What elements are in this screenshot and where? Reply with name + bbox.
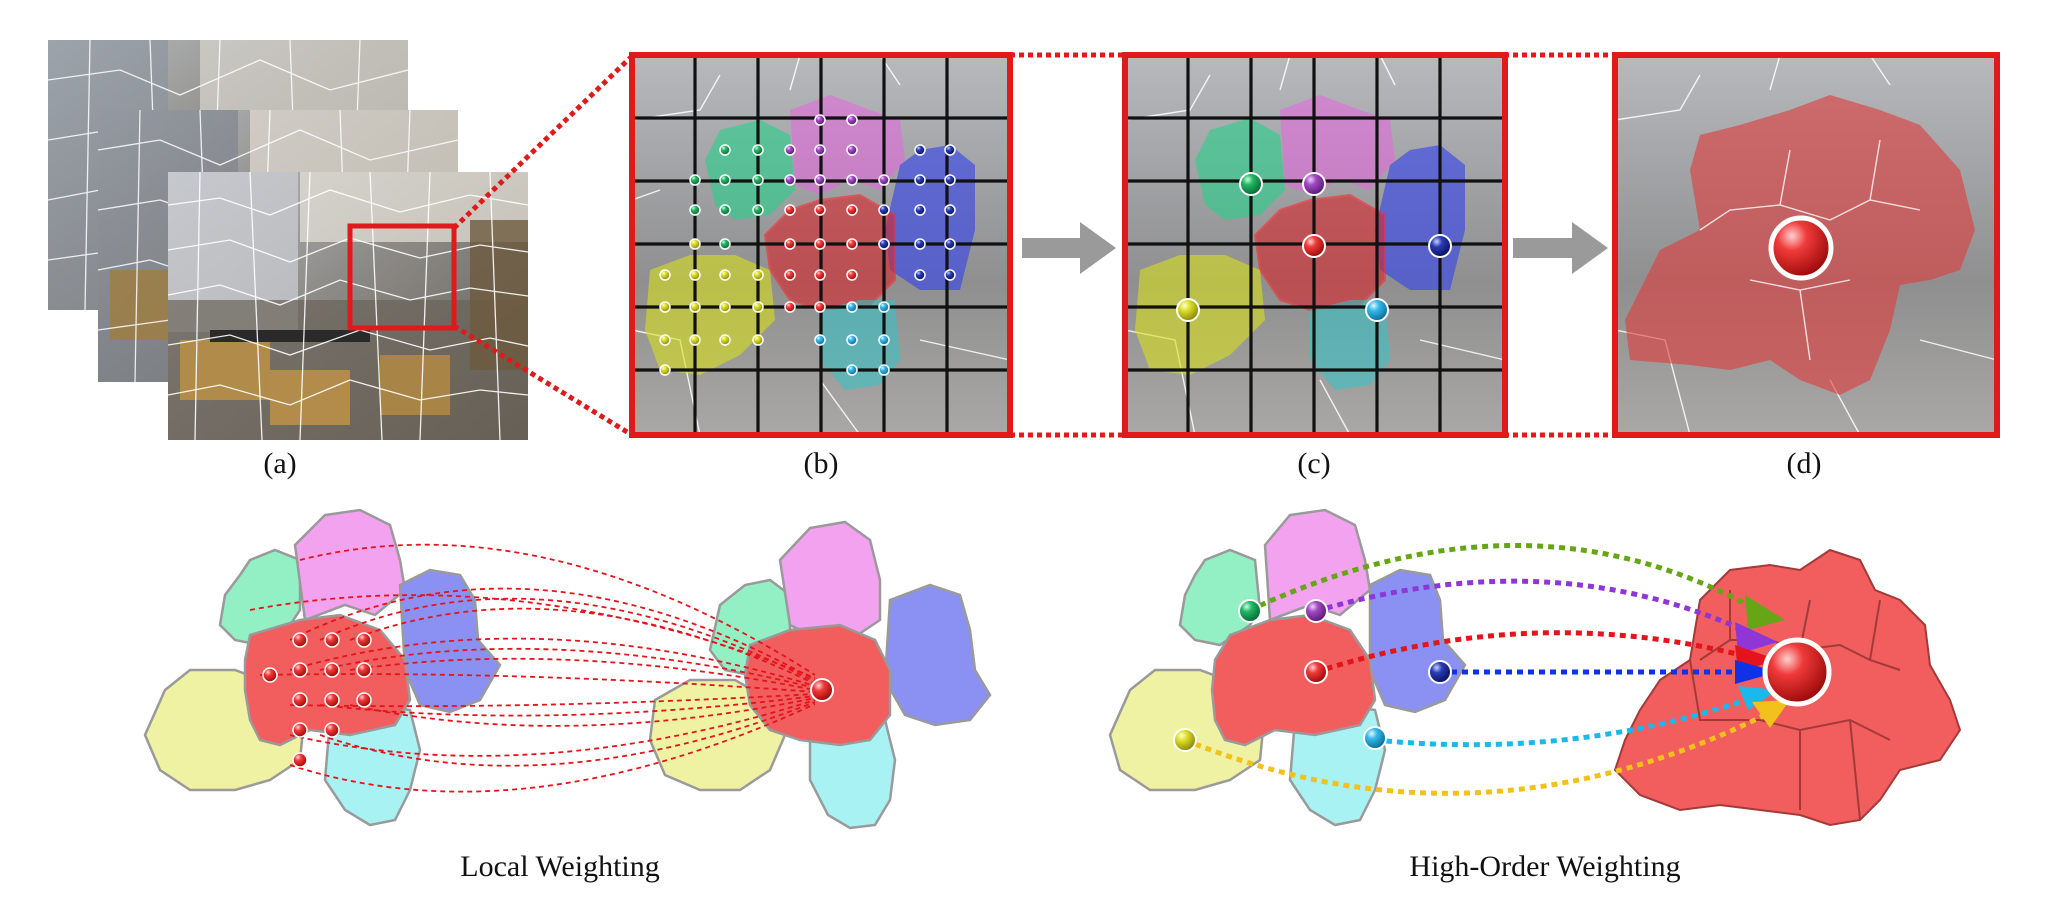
high-order-weighting-diagram <box>1108 508 1962 827</box>
region-green-c <box>1195 118 1285 220</box>
high-order-arrows <box>1184 543 1777 796</box>
photo-front <box>167 171 529 441</box>
zoom-highlight-box <box>347 223 457 331</box>
high-order-target <box>1762 637 1832 707</box>
caption-d: (d) <box>1787 447 1822 480</box>
region-yellow-b <box>645 255 775 375</box>
panel-c-frame <box>1122 52 1508 438</box>
zoom-connector-lines <box>452 52 1615 438</box>
region-pink-c <box>1280 95 1395 195</box>
local-target-dot <box>810 678 834 702</box>
arrow-b-to-c <box>1022 222 1116 274</box>
high-order-centers <box>1173 599 1452 752</box>
caption-c: (c) <box>1297 447 1330 480</box>
region-yellow-c <box>1135 255 1265 375</box>
region-cyan-c <box>1310 300 1390 390</box>
panel-d-frame <box>1612 52 2000 438</box>
panel-c <box>1122 52 1508 438</box>
superpixel-centers-c <box>1176 172 1452 322</box>
local-weighting-diagram <box>143 508 992 830</box>
local-weighting-caption: Local Weighting <box>460 850 659 883</box>
arrow-c-to-d <box>1513 222 1608 274</box>
high-order-weighting-caption: High-Order Weighting <box>1409 850 1680 883</box>
high-order-arrowheads <box>1735 595 1790 728</box>
pixel-dots-b <box>659 114 956 376</box>
panel-b <box>629 52 1013 438</box>
panel-b-frame <box>629 52 1013 438</box>
panel-a-photo-stack <box>47 39 529 441</box>
caption-b: (b) <box>804 447 839 480</box>
local-pixel-dots <box>262 632 372 768</box>
caption-a: (a) <box>263 447 296 480</box>
merged-center-d <box>1768 215 1834 281</box>
panel-d <box>1612 52 2000 438</box>
